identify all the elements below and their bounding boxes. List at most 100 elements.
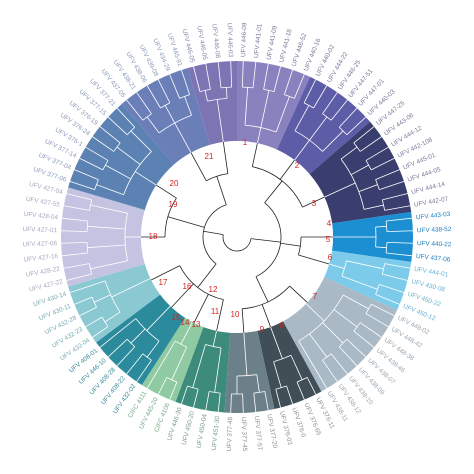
branch	[306, 377, 317, 395]
branch	[119, 318, 137, 332]
branch	[363, 204, 384, 210]
branch	[298, 340, 314, 367]
leaf-label: UFV 444-01	[413, 266, 449, 279]
node-label: 12	[209, 285, 218, 294]
branch	[212, 330, 217, 347]
branch	[284, 94, 295, 99]
branch	[244, 87, 249, 126]
branch	[241, 61, 244, 88]
node-label: 6	[328, 253, 333, 262]
leaf-label: UFV 428-04	[23, 211, 58, 222]
branch	[382, 193, 408, 201]
leaf-label: UFV 441-01	[253, 23, 264, 58]
branch	[343, 294, 369, 310]
branch	[322, 130, 344, 152]
branch	[370, 157, 395, 171]
branch	[104, 311, 121, 323]
branch	[243, 332, 248, 376]
branch	[294, 74, 305, 99]
branch	[381, 263, 386, 275]
branch	[146, 116, 160, 134]
inner-branch	[250, 238, 281, 243]
branch	[256, 374, 260, 393]
leaf-label: UFV 428-22	[25, 266, 61, 279]
node-label: 14	[181, 318, 190, 327]
branch	[263, 63, 269, 90]
leaf-label: UFV 446-08	[210, 23, 221, 58]
leaf-label: UFV 427-55	[25, 196, 61, 209]
branch	[130, 130, 152, 152]
branch	[184, 96, 192, 116]
branch	[253, 393, 257, 413]
branch	[146, 85, 161, 109]
branch	[324, 182, 356, 198]
branch	[338, 126, 348, 136]
leaf-label: UFV 377-48	[226, 416, 234, 451]
branch	[322, 322, 344, 344]
inner-branch	[222, 141, 229, 174]
node-label: 21	[205, 152, 214, 161]
branch	[381, 199, 386, 211]
branch	[63, 205, 90, 211]
leaf-label: UFV 427-04	[28, 181, 64, 196]
branch	[365, 146, 389, 161]
branch	[116, 146, 141, 165]
branch	[375, 179, 380, 190]
clade-sector	[237, 61, 311, 150]
leaf-label: UFV 376-03	[278, 411, 293, 447]
leaf-label: UFV 446-09	[240, 22, 248, 57]
branch	[386, 241, 413, 244]
branch	[386, 230, 413, 233]
branch	[180, 321, 193, 345]
branch	[160, 102, 171, 109]
leaf-label: UFV 446-05	[180, 28, 195, 64]
leaf-label: UFV 427-06	[23, 240, 58, 248]
branch	[257, 127, 262, 144]
inner-branch	[298, 236, 302, 256]
branch	[85, 316, 103, 328]
branch	[264, 391, 269, 411]
node-label: 20	[170, 179, 179, 188]
branch	[286, 385, 293, 405]
inner-branch	[156, 184, 177, 199]
inner-branch	[255, 276, 269, 303]
branch	[217, 61, 222, 88]
branch	[290, 355, 303, 380]
branch	[382, 273, 408, 281]
leaf-label: UFV 440-22	[417, 240, 452, 248]
branch	[63, 263, 90, 269]
inner-branch	[150, 265, 180, 281]
branch	[111, 278, 151, 298]
leaf-label: UFV 450-04	[196, 413, 209, 449]
branch	[123, 151, 152, 195]
clade-sector	[68, 264, 161, 343]
branch	[171, 346, 188, 380]
branch	[322, 92, 338, 115]
leaf-label: UFV 442-07	[414, 196, 450, 209]
inner-disc	[141, 141, 333, 333]
branch	[309, 333, 328, 358]
branch	[90, 204, 128, 214]
branch	[92, 136, 115, 152]
node-label: 17	[159, 278, 168, 287]
inner-branch	[279, 159, 295, 180]
branch	[74, 169, 99, 180]
branch	[379, 283, 405, 293]
branch	[216, 99, 224, 143]
branch	[94, 294, 111, 303]
leaf-label: UFV 427-01	[23, 226, 58, 234]
branch	[69, 286, 89, 293]
branch	[181, 69, 191, 95]
leaf-label: UFV 377-06	[32, 166, 67, 184]
inner-branch	[252, 166, 303, 208]
leaf-label: UFV 450-20	[181, 410, 196, 446]
node-label: 8	[280, 321, 285, 330]
branch	[164, 105, 176, 124]
branch	[338, 107, 358, 128]
branch	[94, 179, 99, 190]
branch	[338, 346, 358, 367]
inner-branch	[261, 304, 271, 328]
branch	[169, 74, 180, 99]
branch	[313, 365, 328, 389]
branch	[87, 225, 126, 230]
